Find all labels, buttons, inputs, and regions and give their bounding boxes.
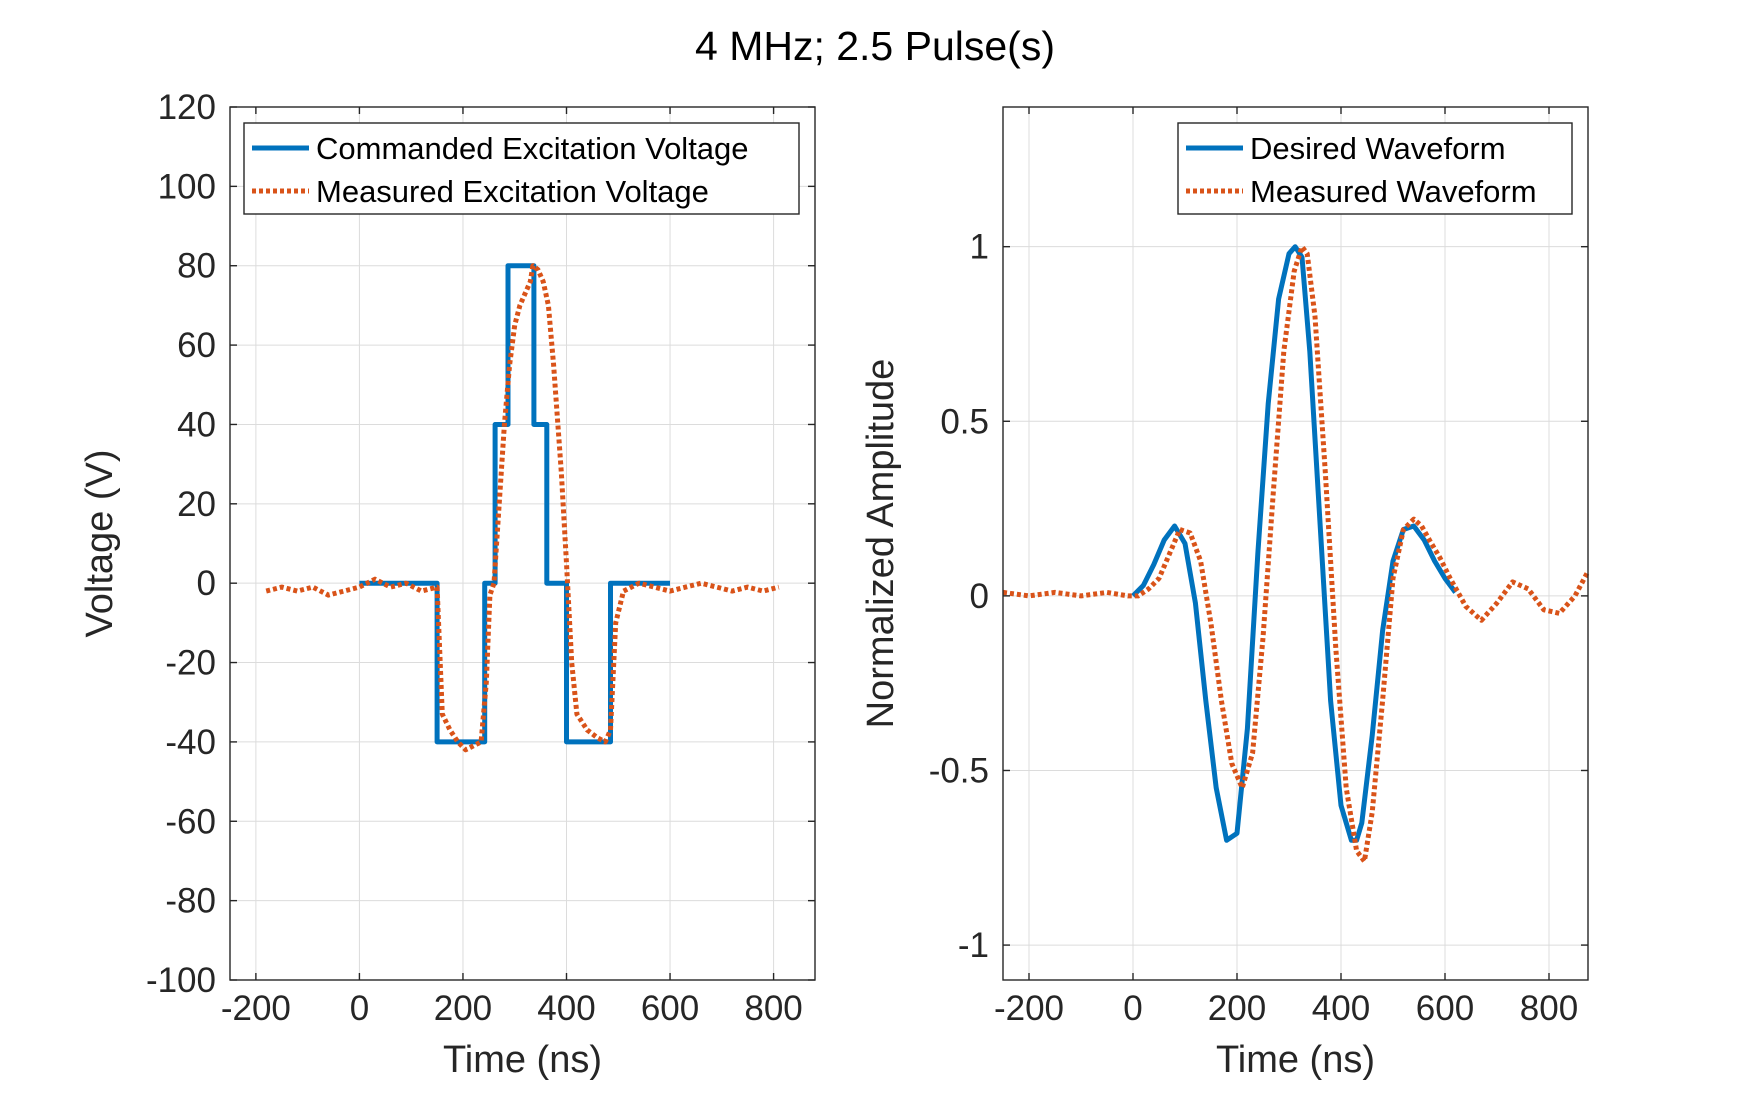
y-tick-label: 120 [158,88,216,127]
legend-label-1: Commanded Excitation Voltage [316,131,749,166]
y-tick-label: -1 [958,926,989,965]
y-tick-label: 1 [970,228,989,267]
y-tick-label: 0 [970,577,989,616]
x-tick-label: 400 [1312,989,1370,1028]
legend-label-2: Measured Waveform [1250,174,1537,209]
y-tick-label: 0 [197,564,216,603]
x-tick-label: -200 [994,989,1064,1028]
x-axis-label: Time (ns) [443,1039,602,1081]
y-tick-label: 0.5 [940,402,989,441]
x-axis-label: Time (ns) [1216,1039,1375,1081]
series-line-2 [265,263,780,753]
y-tick-label: -0.5 [929,751,989,790]
legend-box [243,122,800,215]
x-tick-label: 800 [1520,989,1578,1028]
axes-frame [229,106,816,981]
y-tick-label: -100 [146,961,216,1000]
y-tick-label: 20 [177,485,216,524]
legend-label-1: Desired Waveform [1250,131,1506,166]
y-axis-label: Voltage (V) [79,450,121,638]
x-tick-label: 400 [537,989,595,1028]
y-tick-label: -40 [165,723,216,762]
legend: Desired Waveform Measured Waveform [1177,122,1573,215]
axes-frame [1002,106,1589,981]
x-tick-label: -200 [221,989,291,1028]
x-tick-label: 0 [1123,989,1142,1028]
figure-title: 4 MHz; 2.5 Pulse(s) [695,23,1055,69]
y-tick-label: 40 [177,405,216,444]
y-tick-label: 60 [177,326,216,365]
y-axis-label: Normalized Amplitude [860,359,902,729]
y-tick-label: -60 [165,802,216,841]
voltage-axes: -200 0 200 400 600 800-100-80-60-40-200204060… [79,88,816,1081]
legend-box [1177,122,1573,215]
legend-label-2: Measured Excitation Voltage [316,174,709,209]
x-tick-label: 800 [744,989,802,1028]
x-tick-label: 200 [1208,989,1266,1028]
legend: Commanded Excitation Voltage Measured Exc… [243,122,800,215]
series-line-1 [359,263,670,745]
y-tick-label: -80 [165,882,216,921]
x-tick-label: 600 [1416,989,1474,1028]
y-tick-label: 100 [158,167,216,206]
x-tick-label: 200 [434,989,492,1028]
amplitude-axes: -200 0 200 400 600 800 -1 -0.5 0 0.5 1 Time (ns) Nor… [860,106,1591,1081]
y-tick-label: -20 [165,644,216,683]
y-tick-label: 80 [177,247,216,286]
x-tick-label: 0 [350,989,369,1028]
series-line-2 [1002,244,1591,864]
x-tick-label: 600 [641,989,699,1028]
